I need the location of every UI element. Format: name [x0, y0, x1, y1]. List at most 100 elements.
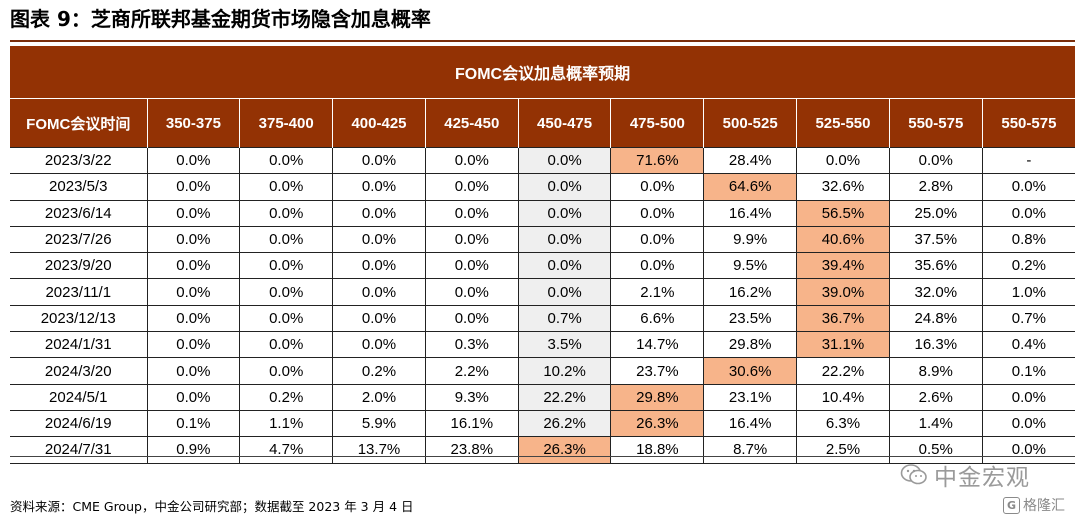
- probability-cell: 10.4%: [796, 384, 890, 411]
- probability-cell: 0.0%: [517, 200, 611, 227]
- probability-cell: 0.0%: [146, 252, 240, 280]
- column-header: 375-400: [239, 98, 333, 148]
- probability-cell: 0.0%: [981, 436, 1076, 464]
- group-header: FOMC会议加息概率预期: [10, 46, 1076, 99]
- probability-cell: 0.0%: [517, 226, 611, 254]
- probability-cell: 0.0%: [517, 278, 611, 306]
- probability-cell: 0.0%: [517, 173, 611, 201]
- probability-cell: 16.2%: [703, 278, 797, 306]
- group-header-row: FOMC会议加息概率预期: [10, 46, 1076, 99]
- table-row: 2024/3/20 0.0% 0.0% 0.2% 2.2% 10.2% 23.7% 30.6%…: [10, 357, 1076, 385]
- probability-cell: 8.9%: [888, 357, 983, 385]
- g-logo-icon: G: [1003, 496, 1020, 514]
- meeting-date-cell: 2024/3/20: [10, 357, 147, 385]
- table-row: 2024/1/31 0.0% 0.0% 0.0% 0.3% 3.5% 14.7% 29.8% 3…: [10, 331, 1076, 359]
- probability-cell: 0.9%: [146, 436, 240, 464]
- probability-cell: 2.8%: [888, 173, 983, 201]
- probability-cell: 0.0%: [424, 252, 519, 280]
- watermark-main-text: 中金宏观: [934, 465, 1030, 491]
- probability-cell: 0.0%: [424, 200, 519, 227]
- probability-cell: 36.7%: [796, 305, 890, 333]
- probability-cell: 32.0%: [888, 278, 983, 306]
- column-header: 550-575: [888, 98, 983, 148]
- table-row: 2023/9/20 0.0% 0.0% 0.0% 0.0% 0.0% 0.0% 9.5% 39.…: [10, 252, 1076, 280]
- probability-cell: 0.0%: [332, 226, 426, 254]
- meeting-date-cell: 2023/11/1: [10, 278, 147, 306]
- probability-cell: 0.0%: [332, 331, 426, 359]
- figure-title: 图表 9：芝商所联邦基金期货市场隐含加息概率: [10, 7, 431, 31]
- meeting-date-cell: 2024/6/19: [10, 410, 147, 438]
- probability-cell: 0.1%: [146, 410, 240, 438]
- probability-cell: 0.0%: [239, 146, 333, 175]
- probability-cell: 9.3%: [424, 384, 519, 411]
- probability-cell: 0.0%: [146, 305, 240, 333]
- probability-cell: 39.4%: [796, 252, 890, 280]
- probability-cell: 0.3%: [424, 331, 519, 359]
- probability-cell: 0.4%: [981, 331, 1076, 359]
- probability-cell: 29.8%: [703, 331, 797, 359]
- probability-cell: 0.1%: [981, 357, 1076, 385]
- probability-cell: 32.6%: [796, 173, 890, 201]
- watermark-secondary: G 格隆汇: [1003, 494, 1065, 516]
- bottom-rule: [10, 456, 1075, 457]
- table-row: 2023/12/13 0.0% 0.0% 0.0% 0.0% 0.7% 6.6% 23.5% 3…: [10, 305, 1076, 333]
- meeting-date-cell: 2023/6/14: [10, 200, 147, 227]
- meeting-date-cell: 2023/9/20: [10, 252, 147, 280]
- probability-cell: 71.6%: [610, 146, 704, 175]
- probability-cell: 23.8%: [424, 436, 519, 464]
- table-row: 2023/11/1 0.0% 0.0% 0.0% 0.0% 0.0% 2.1% 16.2% 39…: [10, 278, 1076, 306]
- probability-cell: 0.0%: [332, 252, 426, 280]
- probability-cell: 23.1%: [703, 384, 797, 411]
- probability-cell: 0.0%: [239, 173, 333, 201]
- table-row: 2023/6/14 0.0% 0.0% 0.0% 0.0% 0.0% 0.0% 16.4% 56…: [10, 200, 1076, 227]
- probability-cell: 0.0%: [239, 278, 333, 306]
- probability-cell: 6.3%: [796, 410, 890, 438]
- probability-cell: 25.0%: [888, 200, 983, 227]
- probability-cell: 0.2%: [332, 357, 426, 385]
- probability-cell: 26.2%: [517, 410, 611, 438]
- column-header: 550-575: [981, 98, 1076, 148]
- probability-cell: 14.7%: [610, 331, 704, 359]
- probability-cell: 0.0%: [146, 200, 240, 227]
- probability-cell: 40.6%: [796, 226, 890, 254]
- probability-cell: 1.1%: [239, 410, 333, 438]
- table-row: 2024/7/31 0.9% 4.7% 13.7% 23.8% 26.3% 18.8% 8.7…: [10, 436, 1076, 464]
- fomc-probability-table: FOMC会议加息概率预期 FOMC会议时间 350-375 375-400 400-…: [10, 46, 1076, 464]
- probability-cell: 0.0%: [332, 173, 426, 201]
- probability-cell: 0.0%: [610, 173, 704, 201]
- probability-cell: 0.0%: [332, 200, 426, 227]
- table-row: 2023/5/3 0.0% 0.0% 0.0% 0.0% 0.0% 0.0% 64.6% 32.…: [10, 173, 1076, 201]
- probability-cell: 0.0%: [146, 146, 240, 175]
- probability-cell: 0.0%: [424, 146, 519, 175]
- probability-cell: 2.6%: [888, 384, 983, 411]
- probability-cell: 16.4%: [703, 410, 797, 438]
- watermark-main: 中金宏观: [900, 458, 1030, 492]
- probability-cell: 2.5%: [796, 436, 890, 464]
- probability-cell: 0.0%: [796, 146, 890, 175]
- column-header: 450-475: [517, 98, 611, 148]
- column-header: 350-375: [146, 98, 240, 148]
- meeting-date-cell: 2024/7/31: [10, 436, 147, 464]
- column-header: 525-550: [796, 98, 890, 148]
- meeting-date-cell: 2024/1/31: [10, 331, 147, 359]
- probability-cell: 13.7%: [332, 436, 426, 464]
- probability-cell: 0.0%: [146, 173, 240, 201]
- meeting-date-cell: 2023/3/22: [10, 146, 147, 175]
- column-header: 400-425: [332, 98, 426, 148]
- probability-cell: 0.0%: [610, 252, 704, 280]
- probability-cell: 8.7%: [703, 436, 797, 464]
- probability-cell: 37.5%: [888, 226, 983, 254]
- probability-cell: 0.0%: [981, 200, 1076, 227]
- probability-cell: 0.0%: [239, 226, 333, 254]
- probability-cell: 0.2%: [981, 252, 1076, 280]
- probability-cell: 3.5%: [517, 331, 611, 359]
- probability-cell: 0.0%: [981, 384, 1076, 411]
- probability-cell: 29.8%: [610, 384, 704, 411]
- probability-cell: 22.2%: [796, 357, 890, 385]
- probability-cell: 9.9%: [703, 226, 797, 254]
- probability-cell: 0.0%: [239, 357, 333, 385]
- probability-cell: 23.7%: [610, 357, 704, 385]
- probability-cell: 0.0%: [146, 384, 240, 411]
- probability-cell: 4.7%: [239, 436, 333, 464]
- meeting-date-cell: 2023/12/13: [10, 305, 147, 333]
